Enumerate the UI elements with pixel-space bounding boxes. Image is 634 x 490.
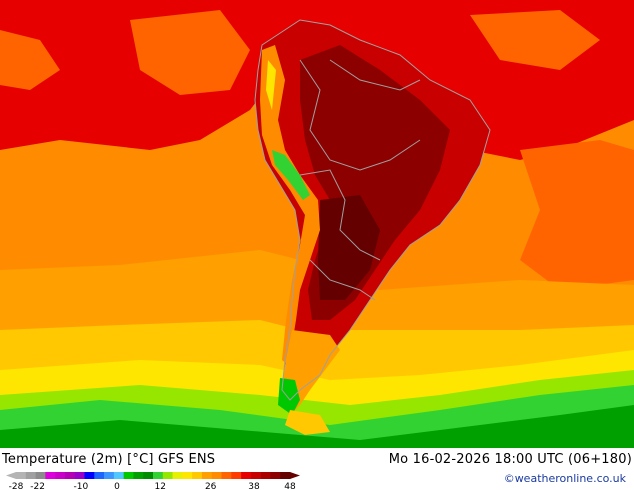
colorbar-swatch [211, 472, 222, 479]
colorbar-ticks: -28 -22 -10 0 12 26 38 48 [9, 482, 296, 490]
colorbar-swatch [172, 472, 183, 479]
colorbar-tick-label: 12 [154, 482, 165, 490]
colorbar-tick-label: -10 [74, 482, 89, 490]
tierra-del-fuego-green [278, 378, 300, 415]
colorbar-swatch [162, 472, 173, 479]
colorbar-swatch [35, 472, 46, 479]
credit-link[interactable]: ©weatheronline.co.uk [503, 472, 626, 485]
southern-tip [285, 410, 330, 435]
colorbar-swatch [113, 472, 124, 479]
ocean-orange-atlantic [520, 140, 634, 290]
temperature-map [0, 0, 634, 448]
map-title: Temperature (2m) [°C] GFS ENS [2, 452, 216, 467]
colorbar-swatches [6, 472, 300, 479]
colorbar-tick-label: 38 [248, 482, 260, 490]
ocean-orange-patch-w [0, 30, 60, 90]
colorbar-swatch [221, 472, 232, 479]
colorbar-swatch [231, 472, 242, 479]
colorbar-tick-label: 48 [284, 482, 296, 490]
colorbar-swatch [104, 472, 115, 479]
colorbar-swatch [201, 472, 213, 479]
colorbar-swatch [270, 472, 281, 479]
colorbar-tick-label: -28 [9, 482, 24, 490]
colorbar-swatch [64, 472, 76, 479]
colorbar-swatch [123, 472, 134, 479]
colorbar-swatch [74, 472, 85, 479]
ocean-band-deep-green [0, 405, 634, 448]
colorbar-swatch [153, 472, 164, 479]
colorbar-swatch [94, 472, 105, 479]
colorbar-swatch [182, 472, 193, 479]
colorbar-swatch [250, 472, 261, 479]
valid-time: Mo 16-02-2026 18:00 UTC (06+180) [388, 452, 632, 467]
colorbar-swatch [84, 472, 95, 479]
colorbar-swatch [133, 472, 144, 479]
colorbar-swatch [280, 472, 291, 479]
colorbar-tick-label: 26 [205, 482, 217, 490]
colorbar-swatch [260, 472, 271, 479]
ocean-orange-patch-nw [130, 10, 250, 95]
colorbar: -28 -22 -10 0 12 26 38 48 [6, 472, 300, 490]
colorbar-swatch [192, 472, 203, 479]
continent-hot-center [318, 195, 380, 300]
andes-yellow-line [266, 60, 276, 110]
colorbar-tick-label: 0 [114, 482, 120, 490]
ocean-orange-patch-ne [470, 10, 600, 70]
andes-cool-strip [260, 45, 320, 365]
colorbar-arrow-left [6, 472, 16, 479]
colorbar-arrow-right [290, 472, 300, 479]
colorbar-tick-label: -22 [30, 482, 45, 490]
colorbar-swatch [25, 472, 36, 479]
colorbar-swatch [16, 472, 27, 479]
colorbar-swatch [241, 472, 252, 479]
country-borders [254, 19, 491, 401]
colorbar-swatch [55, 472, 66, 479]
colorbar-swatch [143, 472, 154, 479]
andes-green-patch [272, 150, 310, 200]
map-footer: Temperature (2m) [°C] GFS ENS Mo 16-02-2… [0, 448, 634, 490]
colorbar-swatch [45, 472, 56, 479]
